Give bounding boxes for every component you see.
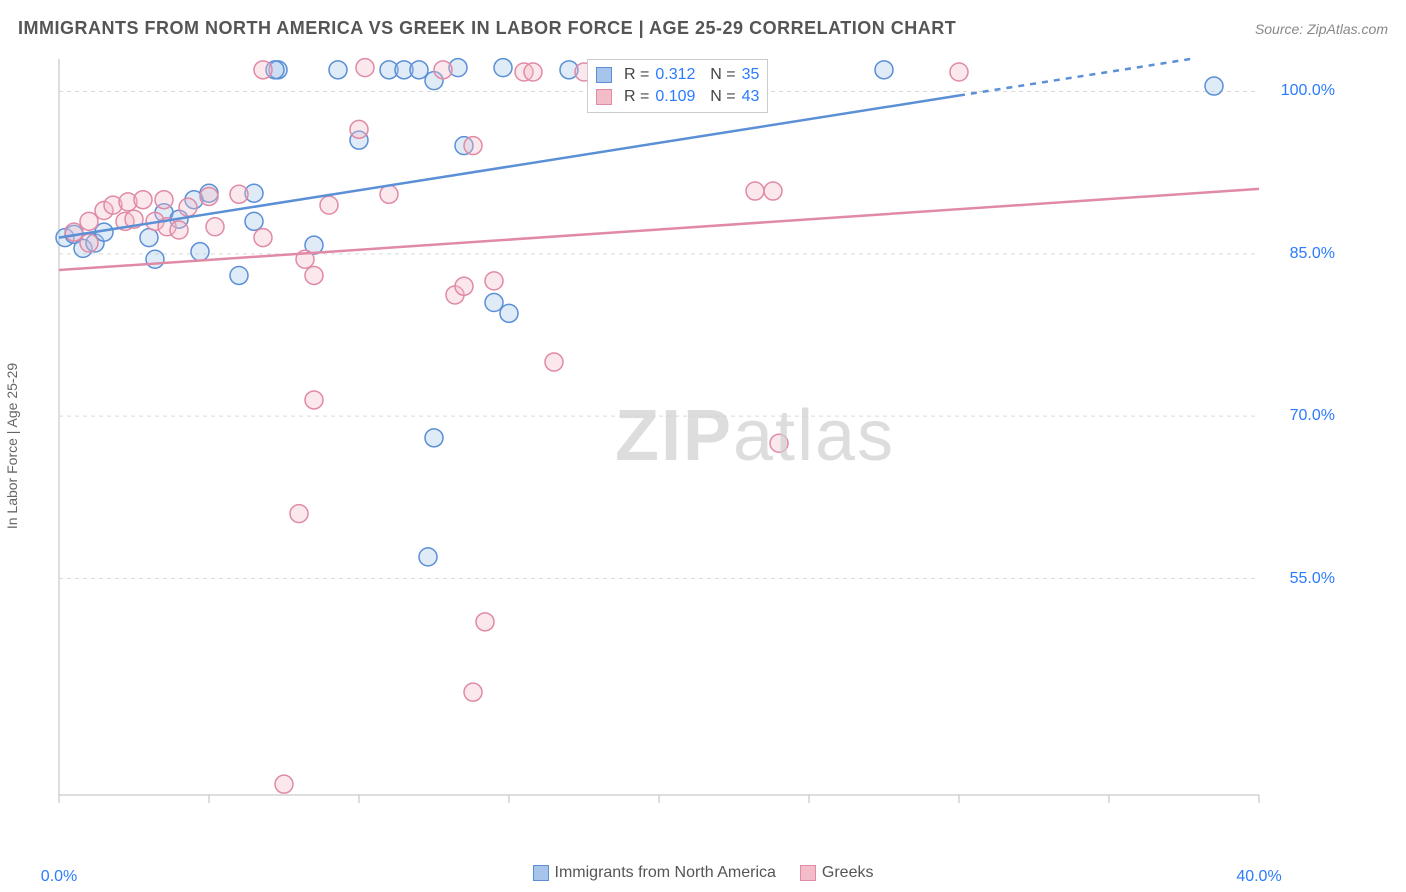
scatter-point-gr xyxy=(254,61,272,79)
regression-line-na-dashed xyxy=(959,59,1190,96)
y-tick-label: 100.0% xyxy=(1281,82,1335,100)
scatter-point-na xyxy=(494,59,512,77)
scatter-point-gr xyxy=(275,775,293,793)
x-tick-label: 40.0% xyxy=(1236,868,1281,886)
legend-swatch-gr-icon xyxy=(596,89,612,105)
scatter-point-na xyxy=(230,266,248,284)
scatter-point-gr xyxy=(305,266,323,284)
scatter-point-gr xyxy=(230,185,248,203)
scatter-point-gr xyxy=(380,185,398,203)
correlation-stats-box: R = 0.312 N = 35R = 0.109 N = 43 xyxy=(587,59,768,113)
y-tick-label: 85.0% xyxy=(1290,245,1335,263)
scatter-point-gr xyxy=(950,63,968,81)
scatter-point-na xyxy=(425,429,443,447)
source-attribution: Source: ZipAtlas.com xyxy=(1255,21,1388,37)
y-tick-label: 70.0% xyxy=(1290,407,1335,425)
scatter-point-na xyxy=(140,229,158,247)
stats-row-na: R = 0.312 N = 35 xyxy=(596,64,759,86)
scatter-chart: ZIPatlas R = 0.312 N = 35R = 0.109 N = 4… xyxy=(55,55,1345,815)
scatter-point-na xyxy=(500,304,518,322)
scatter-point-gr xyxy=(134,191,152,209)
scatter-point-gr xyxy=(485,272,503,290)
chart-title: IMMIGRANTS FROM NORTH AMERICA VS GREEK I… xyxy=(18,18,956,39)
scatter-point-na xyxy=(875,61,893,79)
title-bar: IMMIGRANTS FROM NORTH AMERICA VS GREEK I… xyxy=(18,18,1388,39)
scatter-point-na xyxy=(146,250,164,268)
scatter-point-gr xyxy=(350,120,368,138)
scatter-point-gr xyxy=(155,191,173,209)
y-tick-label: 55.0% xyxy=(1290,570,1335,588)
scatter-point-gr xyxy=(305,391,323,409)
scatter-point-gr xyxy=(179,198,197,216)
scatter-point-gr xyxy=(170,221,188,239)
stats-row-gr: R = 0.109 N = 43 xyxy=(596,86,759,108)
scatter-point-gr xyxy=(206,218,224,236)
y-axis-label: In Labor Force | Age 25-29 xyxy=(4,363,20,529)
scatter-point-gr xyxy=(254,229,272,247)
scatter-point-gr xyxy=(524,63,542,81)
scatter-point-gr xyxy=(464,137,482,155)
scatter-point-gr xyxy=(764,182,782,200)
scatter-point-gr xyxy=(356,59,374,77)
regression-line-na xyxy=(59,96,959,238)
scatter-point-gr xyxy=(545,353,563,371)
scatter-point-gr xyxy=(455,277,473,295)
scatter-point-na xyxy=(410,61,428,79)
scatter-point-na xyxy=(245,212,263,230)
scatter-point-gr xyxy=(200,187,218,205)
legend-swatch-na-icon xyxy=(596,67,612,83)
scatter-point-gr xyxy=(65,223,83,241)
scatter-point-na xyxy=(191,243,209,261)
scatter-point-gr xyxy=(476,613,494,631)
scatter-point-na xyxy=(419,548,437,566)
scatter-point-gr xyxy=(746,182,764,200)
scatter-point-gr xyxy=(320,196,338,214)
scatter-point-gr xyxy=(464,683,482,701)
scatter-point-na xyxy=(485,294,503,312)
scatter-point-gr xyxy=(770,434,788,452)
scatter-point-na xyxy=(1205,77,1223,95)
scatter-point-gr xyxy=(80,212,98,230)
scatter-point-gr xyxy=(290,505,308,523)
scatter-point-gr xyxy=(434,61,452,79)
scatter-point-na xyxy=(329,61,347,79)
scatter-point-gr xyxy=(80,234,98,252)
x-axis: 0.0%40.0% xyxy=(55,852,1346,892)
x-tick-label: 0.0% xyxy=(41,868,77,886)
